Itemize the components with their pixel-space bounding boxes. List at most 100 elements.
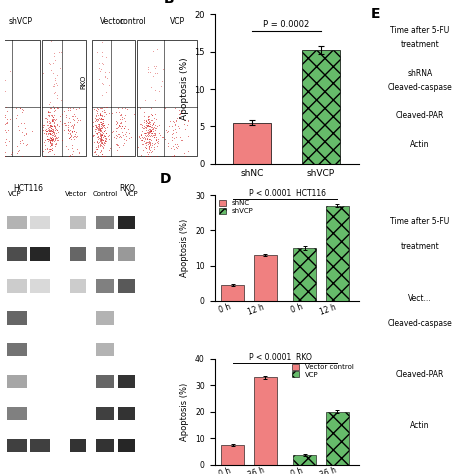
Text: Control: Control xyxy=(93,191,118,197)
Point xyxy=(40,129,48,137)
Point xyxy=(0,59,6,67)
Point xyxy=(48,125,56,132)
Point xyxy=(46,127,54,135)
Point xyxy=(64,106,72,113)
Text: RKO: RKO xyxy=(119,183,136,192)
Point xyxy=(0,118,3,126)
Point xyxy=(136,104,144,112)
Point xyxy=(49,127,57,135)
Point xyxy=(45,130,52,137)
Point xyxy=(117,111,124,119)
Point xyxy=(142,145,150,152)
Point xyxy=(3,118,10,126)
Point xyxy=(96,104,104,112)
Point xyxy=(171,121,179,129)
Point xyxy=(150,118,157,126)
Point xyxy=(121,124,128,132)
Point xyxy=(147,129,155,137)
Point xyxy=(0,147,4,155)
Point xyxy=(46,145,54,152)
Point xyxy=(148,126,155,133)
Point xyxy=(98,136,105,143)
Point xyxy=(143,122,150,129)
Point xyxy=(139,134,147,141)
Point xyxy=(0,138,6,146)
Point xyxy=(166,118,174,125)
Point xyxy=(47,136,55,143)
Point xyxy=(145,148,153,156)
Point xyxy=(137,130,145,138)
Point xyxy=(96,126,103,133)
Point xyxy=(3,116,11,123)
Point xyxy=(62,143,69,150)
Point xyxy=(0,133,4,140)
Point xyxy=(147,128,155,135)
Legend: Vector control, VCP: Vector control, VCP xyxy=(291,363,355,379)
Point xyxy=(96,134,103,141)
Point xyxy=(97,118,104,126)
Point xyxy=(143,131,151,139)
Point xyxy=(53,81,61,89)
Point xyxy=(147,110,155,118)
Point xyxy=(91,114,99,122)
Point xyxy=(46,137,54,144)
Point xyxy=(45,137,52,145)
Point xyxy=(147,131,155,138)
Point xyxy=(47,37,55,45)
Point xyxy=(46,138,54,146)
Point xyxy=(70,124,77,131)
Point xyxy=(0,126,4,134)
Point xyxy=(0,126,3,133)
Point xyxy=(1,127,9,134)
Point xyxy=(150,152,158,159)
Point xyxy=(153,122,161,130)
Point xyxy=(146,136,153,143)
Point xyxy=(0,134,6,141)
Point xyxy=(153,142,161,149)
Point xyxy=(147,137,155,144)
Point xyxy=(0,139,3,146)
Point xyxy=(49,146,56,154)
Point xyxy=(151,96,159,103)
Point xyxy=(2,128,9,136)
Point xyxy=(21,124,29,132)
Point xyxy=(142,152,150,159)
Point xyxy=(149,119,157,127)
Point xyxy=(0,117,2,124)
Point xyxy=(50,104,58,112)
Point xyxy=(44,129,51,137)
Point xyxy=(64,126,72,133)
Point xyxy=(0,128,5,136)
Point xyxy=(0,131,2,138)
Point xyxy=(50,104,57,112)
Point xyxy=(0,136,6,143)
Point xyxy=(100,124,108,131)
Point xyxy=(149,120,156,128)
Point xyxy=(138,133,146,140)
Point xyxy=(50,131,57,139)
Point xyxy=(41,152,49,159)
Point xyxy=(94,123,102,130)
Point xyxy=(70,132,78,140)
Point xyxy=(151,64,159,72)
Point xyxy=(178,107,186,115)
Point xyxy=(99,137,107,144)
Point xyxy=(0,116,4,123)
Point xyxy=(39,123,47,131)
Bar xyxy=(7,311,27,325)
Point xyxy=(18,152,26,159)
Point xyxy=(0,143,5,151)
Point xyxy=(145,143,153,151)
Point xyxy=(2,103,9,110)
Point xyxy=(175,106,182,113)
Point xyxy=(46,139,54,146)
Point xyxy=(154,136,161,143)
Point xyxy=(100,139,108,146)
Point xyxy=(155,137,162,145)
Point xyxy=(118,122,126,130)
Point xyxy=(95,141,102,148)
Point xyxy=(45,137,53,144)
Point xyxy=(53,127,61,134)
Bar xyxy=(254,255,277,301)
Point xyxy=(69,122,76,129)
